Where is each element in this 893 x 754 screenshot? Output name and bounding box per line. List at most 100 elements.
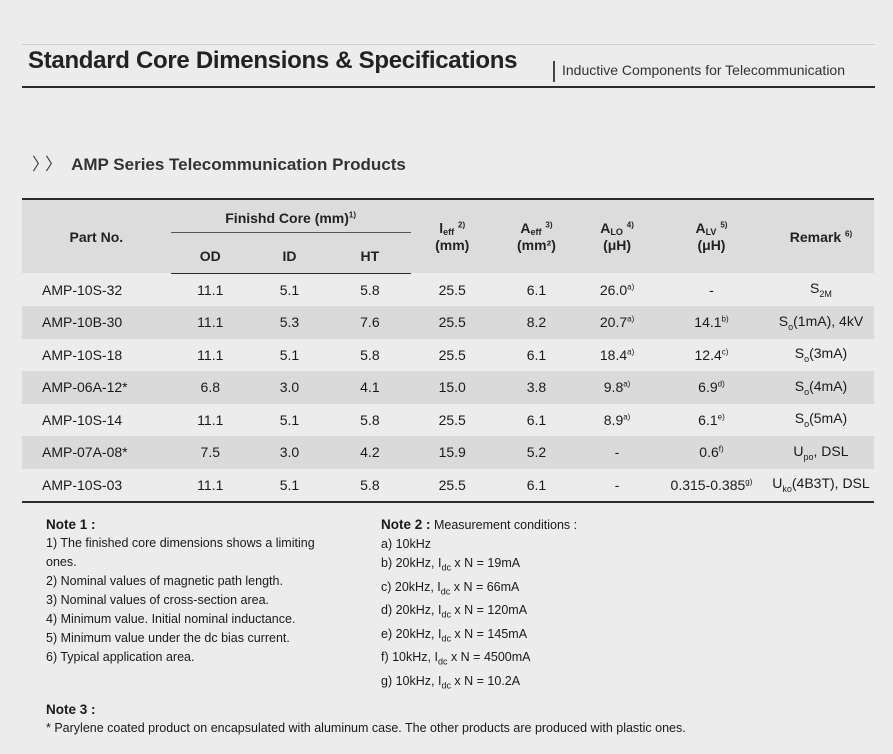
remark-main: S <box>778 312 789 329</box>
header-finished-core: Finishd Core (mm)1) <box>170 199 411 239</box>
cell-ht: 7.6 <box>329 306 411 339</box>
alv-value: - <box>709 281 714 298</box>
note-2-line-sub: dc <box>440 586 451 596</box>
note-2-line-post: x N = 120mA <box>450 603 528 617</box>
table-row: AMP-10S-14 11.1 5.1 5.8 25.5 6.1 8.9a) 6.1e) So(… <box>22 404 874 437</box>
remark-main: S <box>794 377 805 394</box>
cell-leff: 25.5 <box>438 346 466 363</box>
table-row: AMP-07A-08* 7.5 3.0 4.2 15.9 5.2-0.6f) Upo, DS… <box>22 436 874 469</box>
alo-value: 8.9 <box>603 411 624 428</box>
cell-alv: 14.1b) <box>655 306 768 339</box>
note-2: Note 2 : Measurement conditions : a) 10k… <box>381 515 681 695</box>
cell-od: 11.1 <box>197 346 224 363</box>
cell-leff: 25.5 <box>438 476 466 493</box>
alv-value: 6.9 <box>698 379 718 396</box>
cell-id: 5.1 <box>279 281 300 298</box>
cell-part: AMP-10S-03 <box>42 476 123 493</box>
cell-remark: S2M <box>768 273 874 306</box>
cell-part: AMP-10S-14 <box>42 411 123 428</box>
cell-aeff: 6.1 <box>526 411 547 428</box>
cell-ht: 5.8 <box>360 411 380 428</box>
remark-sub: o <box>804 386 810 397</box>
header-alo: ALO 4) (μH) <box>579 199 655 273</box>
cell-leff: 15.9 <box>410 436 494 469</box>
alv-value: 14.1 <box>694 314 722 331</box>
alo-value: 20.7 <box>599 314 628 331</box>
note-2-line-pre: e) 20kHz, I <box>381 626 442 641</box>
note-2-line-post: x N = 19mA <box>450 556 521 570</box>
note-2-line: a) 10kHz <box>381 537 432 551</box>
cell-part: AMP-10S-32 <box>42 281 123 298</box>
table-row: AMP-10S-32 11.1 5.1 5.8 25.5 6.1 26.0a) - S2M <box>22 273 874 306</box>
cell-aeff: 5.2 <box>493 436 580 469</box>
header-rule <box>22 86 875 88</box>
header-aeff: Aeff 3) (mm²) <box>493 199 580 273</box>
note-2-line-post: x N = 66mA <box>450 579 520 594</box>
alo-note: a) <box>623 379 631 389</box>
remark-sub: 2M <box>819 288 832 299</box>
cell-leff: 25.5 <box>410 306 494 339</box>
cell-part: AMP-06A-12* <box>22 371 171 404</box>
show-through-text <box>40 20 44 35</box>
cell-remark: So(3mA) <box>768 339 874 372</box>
note-2-line-pre: b) 20kHz, I <box>381 556 442 570</box>
note-2-line-post: x N = 10.2A <box>450 673 521 688</box>
remark-sub: o <box>788 321 794 332</box>
alv-value: 0.315-0.385 <box>670 476 746 493</box>
note-2-line: e) 20kHz, Idc x N = 145mA <box>381 625 681 649</box>
remark-tail: (3mA) <box>809 345 848 362</box>
cell-alo: 18.4a) <box>579 339 655 372</box>
note-2-line: b) 20kHz, Idc x N = 19mA <box>381 554 681 578</box>
alv-value: 12.4 <box>694 346 722 363</box>
cell-id: 5.1 <box>279 411 300 428</box>
alo-value: 18.4 <box>599 346 628 363</box>
cell-remark: Uko(4B3T), DSL <box>768 469 874 503</box>
remark-main: S <box>794 345 805 362</box>
alo-note: a) <box>627 281 635 291</box>
cell-alo: 9.8a) <box>579 371 655 404</box>
page-title: Standard Core Dimensions & Specification… <box>28 47 518 74</box>
remark-tail: , DSL <box>813 442 849 459</box>
cell-alv: 6.1e) <box>655 404 768 437</box>
cell-aeff: 6.1 <box>526 281 547 298</box>
note-1-line: 3) Nominal values of cross-section area. <box>46 593 270 607</box>
cell-remark: Upo, DSL <box>767 436 874 469</box>
note-1-line: 2) Nominal values of magnetic path lengt… <box>46 574 283 588</box>
cell-id: 5.3 <box>249 306 330 339</box>
header-od: OD <box>170 239 250 274</box>
cell-alo: - <box>579 436 655 469</box>
cell-od: 11.1 <box>197 281 224 298</box>
note-2-line-sub: dc <box>441 633 451 643</box>
cell-leff: 15.0 <box>410 371 494 404</box>
cell-od: 11.1 <box>170 306 250 339</box>
cell-alv: 0.6f) <box>655 436 768 469</box>
cell-od: 11.1 <box>197 476 224 493</box>
cell-ht: 5.8 <box>360 281 380 298</box>
cell-part: AMP-07A-08* <box>22 436 171 469</box>
remark-tail: (5mA) <box>809 410 848 427</box>
note-2-heading-tail: Measurement conditions : <box>430 518 578 532</box>
cell-alo: 20.7a) <box>579 306 655 339</box>
note-2-line-pre: g) 10kHz, I <box>381 673 442 688</box>
double-chevron-icon: 〉〉 <box>32 155 62 174</box>
note-3: Note 3 : * Parylene coated product on en… <box>46 700 866 738</box>
remark-sub: ko <box>782 484 792 495</box>
cell-aeff: 3.8 <box>493 371 580 404</box>
cell-od: 6.8 <box>170 371 250 404</box>
alv-note: g) <box>745 477 753 487</box>
remark-main: S <box>810 280 820 297</box>
alv-note: f) <box>718 444 724 454</box>
alo-value: 9.8 <box>603 379 624 396</box>
remark-main: S <box>794 410 805 427</box>
note-2-line-post: x N = 145mA <box>450 626 528 641</box>
cell-remark: So(1mA), 4kV <box>767 306 874 339</box>
cell-ht: 4.1 <box>329 371 411 404</box>
remark-main: U <box>793 442 804 459</box>
cell-ht: 4.2 <box>329 436 411 469</box>
alv-note: d) <box>717 379 725 389</box>
cell-remark: So(4mA) <box>767 371 874 404</box>
table-row: AMP-10B-30 11.1 5.3 7.6 25.5 8.2 20.7a) 14.1b) S… <box>22 306 874 339</box>
note-3-text: * Parylene coated product on encapsulate… <box>46 721 686 735</box>
cell-alv: - <box>655 273 768 306</box>
title-divider <box>553 61 555 82</box>
